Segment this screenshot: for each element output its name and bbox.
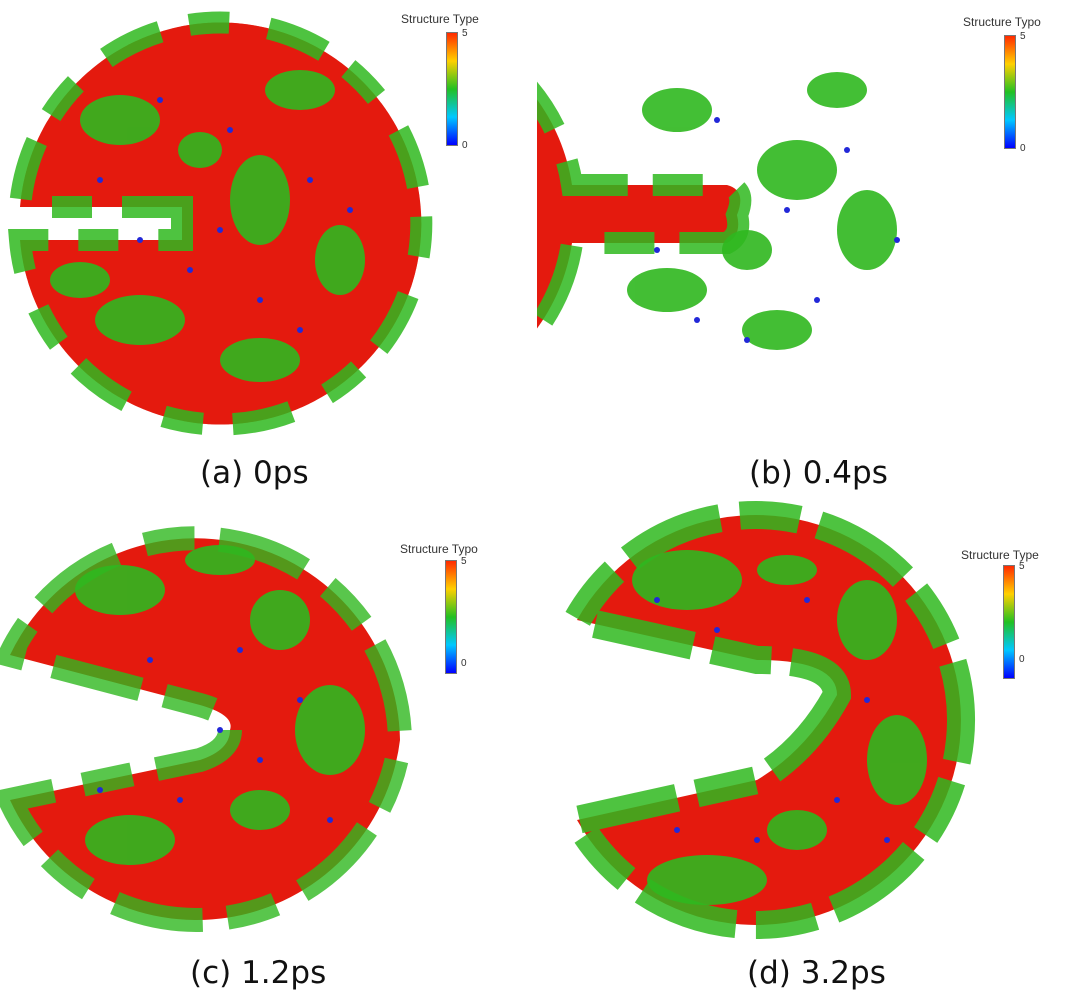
caption-c: (c) 1.2ps: [190, 955, 327, 991]
legend-min-c: 0: [461, 658, 467, 669]
colorbar-b: [1004, 35, 1016, 149]
legend-min-a: 0: [462, 140, 468, 151]
nanoparticle-a: [8, 11, 433, 436]
colorbar-a: [446, 32, 458, 146]
nanoparticle-d: [555, 501, 975, 939]
colorbar-c: [445, 560, 457, 674]
legend-max-c: 5: [461, 556, 467, 567]
panel-a: Structure Type 5 0 (a) 0ps: [0, 0, 537, 500]
caption-b: (b) 0.4ps: [749, 455, 888, 491]
nanoparticle-b: [537, 72, 900, 350]
legend-min-d: 0: [1019, 654, 1025, 665]
legend-title-c: Structure Typo: [400, 542, 478, 556]
simulation-image-b: [537, 72, 900, 350]
legend-title-d: Structure Type: [961, 548, 1039, 562]
legend-title-a: Structure Type: [401, 12, 479, 26]
simulation-image-d: [555, 501, 975, 939]
legend-max-a: 5: [462, 28, 468, 39]
colorbar-d: [1003, 565, 1015, 679]
simulation-image-c: [0, 526, 413, 932]
simulation-image-a: [8, 11, 433, 436]
panel-d: Structure Type 5 0 (d) 3.2ps: [537, 500, 1074, 1000]
nanoparticle-c: [0, 526, 413, 932]
caption-d: (d) 3.2ps: [747, 955, 886, 991]
caption-a: (a) 0ps: [200, 455, 309, 491]
panel-c: Structure Typo 5 0 (c) 1.2ps: [0, 500, 537, 1000]
legend-max-d: 5: [1019, 561, 1025, 572]
panel-b: Structure Typo 5 0 (b) 0.4ps: [537, 0, 1074, 500]
legend-title-b: Structure Typo: [963, 15, 1041, 29]
legend-max-b: 5: [1020, 31, 1026, 42]
legend-min-b: 0: [1020, 143, 1026, 154]
